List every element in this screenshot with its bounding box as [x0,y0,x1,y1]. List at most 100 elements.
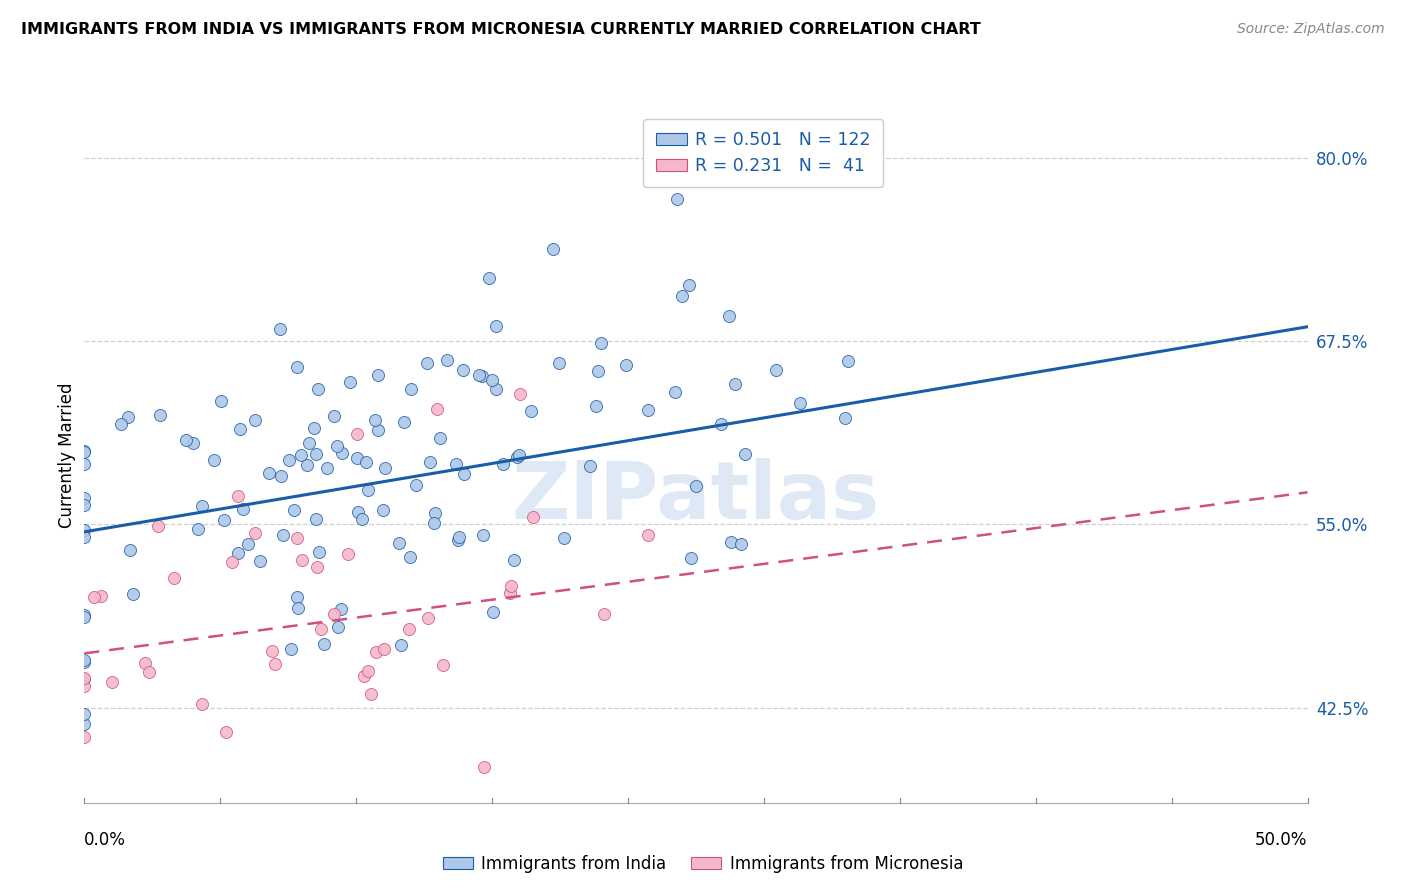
Point [138,665,160,679]
Point [481,373,503,387]
Point [295,458,318,472]
Point [399,550,422,565]
Point [309,622,332,636]
Point [419,455,441,469]
Point [174,433,197,447]
Point [212,513,235,527]
Point [399,382,422,396]
Point [520,403,543,417]
Point [352,512,374,526]
Point [374,461,396,475]
Point [73,457,96,471]
Point [90,590,112,604]
Point [308,544,330,558]
Point [232,502,254,516]
Point [508,448,530,462]
Point [73,445,96,459]
Point [364,413,387,427]
Point [187,522,209,536]
Point [191,698,214,712]
Point [243,413,266,427]
Point [499,586,522,600]
Point [347,505,370,519]
Point [614,358,637,372]
Point [834,411,856,425]
Point [326,439,349,453]
Point [307,383,329,397]
Point [285,360,308,375]
Point [637,527,659,541]
Point [73,443,96,458]
Point [366,645,388,659]
Point [484,319,506,334]
Point [449,530,471,544]
Legend: Immigrants from India, Immigrants from Micronesia: Immigrants from India, Immigrants from M… [436,848,970,880]
Point [547,356,569,370]
Point [323,607,346,621]
Point [316,460,339,475]
Point [322,409,344,424]
Point [73,717,96,731]
Point [585,399,607,413]
Point [436,352,458,367]
Point [360,687,382,701]
Point [270,468,292,483]
Point [73,498,96,512]
Point [229,422,252,436]
Point [371,502,394,516]
Point [221,555,243,569]
Point [298,435,321,450]
Point [432,657,454,672]
Point [730,537,752,551]
Point [118,542,141,557]
Point [398,622,420,636]
Point [110,417,132,431]
Point [425,401,447,416]
Point [117,409,139,424]
Point [181,436,204,450]
Point [191,499,214,513]
Point [482,605,505,619]
Point [492,458,515,472]
Point [215,725,238,739]
Point [245,526,267,541]
Point [330,446,353,460]
Text: ZIPatlas: ZIPatlas [512,458,880,536]
Point [73,530,96,544]
Point [478,271,501,285]
Point [423,507,446,521]
Point [271,527,294,541]
Point [685,479,707,493]
Point [353,669,375,683]
Point [236,536,259,550]
Point [446,533,468,548]
Point [429,431,451,445]
Point [134,657,156,671]
Point [367,423,389,437]
Point [506,450,529,464]
Point [73,653,96,667]
Point [710,417,733,432]
Point [789,396,811,410]
Text: Source: ZipAtlas.com: Source: ZipAtlas.com [1237,22,1385,37]
Point [553,532,575,546]
Point [73,672,96,686]
Point [416,611,439,625]
Point [73,655,96,669]
Point [357,664,380,678]
Point [302,421,325,435]
Point [734,448,756,462]
Point [678,278,700,293]
Point [146,518,169,533]
Point [307,560,329,574]
Point [367,368,389,382]
Point [392,415,415,429]
Point [304,512,326,526]
Point [718,309,741,323]
Point [304,447,326,461]
Point [522,510,544,524]
Point [329,602,352,616]
Point [283,503,305,517]
Point [73,679,96,693]
Text: 0.0%: 0.0% [84,830,127,848]
